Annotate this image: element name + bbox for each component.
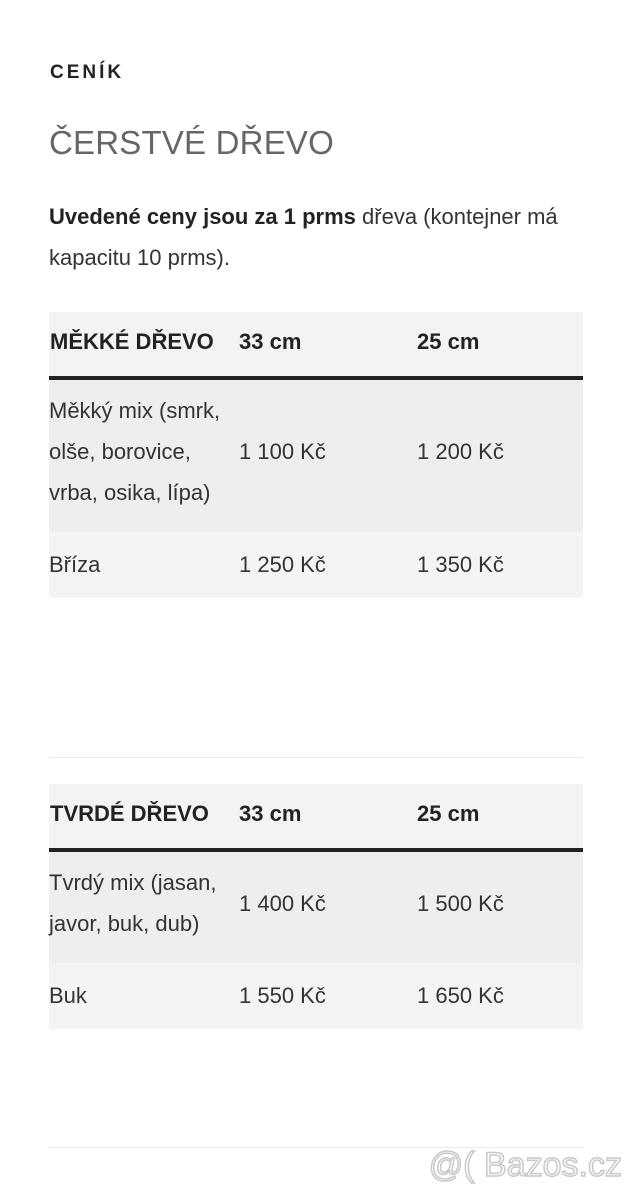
price-25cm: 1 650 Kč bbox=[417, 963, 583, 1029]
hardwood-price-table: TVRDÉ DŘEVO 33 cm 25 cm Tvrdý mix (jasan… bbox=[49, 784, 583, 1029]
price-33cm: 1 250 Kč bbox=[239, 532, 417, 598]
intro-text: Uvedené ceny jsou za 1 prms dřeva (konte… bbox=[49, 196, 594, 278]
price-33cm: 1 550 Kč bbox=[239, 963, 417, 1029]
wood-name: Tvrdý mix (jasan, javor, buk, dub) bbox=[49, 850, 239, 963]
wood-name: Měkký mix (smrk, olše, borovice, vrba, o… bbox=[49, 378, 239, 532]
price-25cm: 1 350 Kč bbox=[417, 532, 583, 598]
price-33cm: 1 100 Kč bbox=[239, 378, 417, 532]
table-header-row: MĚKKÉ DŘEVO 33 cm 25 cm bbox=[49, 312, 583, 380]
price-25cm: 1 200 Kč bbox=[417, 378, 583, 532]
table-row: Tvrdý mix (jasan, javor, buk, dub) 1 400… bbox=[49, 850, 583, 963]
header-33cm: 33 cm bbox=[239, 784, 417, 852]
softwood-price-table: MĚKKÉ DŘEVO 33 cm 25 cm Měkký mix (smrk,… bbox=[49, 312, 583, 598]
bazos-watermark: @( Bazos.cz bbox=[428, 1145, 623, 1185]
intro-bold: Uvedené ceny jsou za 1 prms bbox=[49, 204, 356, 229]
header-33cm: 33 cm bbox=[239, 312, 417, 380]
header-25cm: 25 cm bbox=[417, 312, 583, 380]
header-wood-type: MĚKKÉ DŘEVO bbox=[49, 312, 239, 380]
section-heading: CENÍK bbox=[50, 62, 125, 83]
price-33cm: 1 400 Kč bbox=[239, 850, 417, 963]
table-row: Bříza 1 250 Kč 1 350 Kč bbox=[49, 532, 583, 598]
price-25cm: 1 500 Kč bbox=[417, 850, 583, 963]
page-subtitle: ČERSTVÉ DŘEVO bbox=[49, 124, 334, 161]
wood-name: Bříza bbox=[49, 532, 239, 598]
table-row: Buk 1 550 Kč 1 650 Kč bbox=[49, 963, 583, 1029]
divider bbox=[49, 1147, 583, 1148]
header-25cm: 25 cm bbox=[417, 784, 583, 852]
table-header-row: TVRDÉ DŘEVO 33 cm 25 cm bbox=[49, 784, 583, 852]
intro-rest: dřeva (kontejner má kapacitu 10 prms). bbox=[49, 204, 558, 270]
divider bbox=[49, 757, 583, 758]
wood-name: Buk bbox=[49, 963, 239, 1029]
header-wood-type: TVRDÉ DŘEVO bbox=[49, 784, 239, 852]
table-row: Měkký mix (smrk, olše, borovice, vrba, o… bbox=[49, 378, 583, 532]
